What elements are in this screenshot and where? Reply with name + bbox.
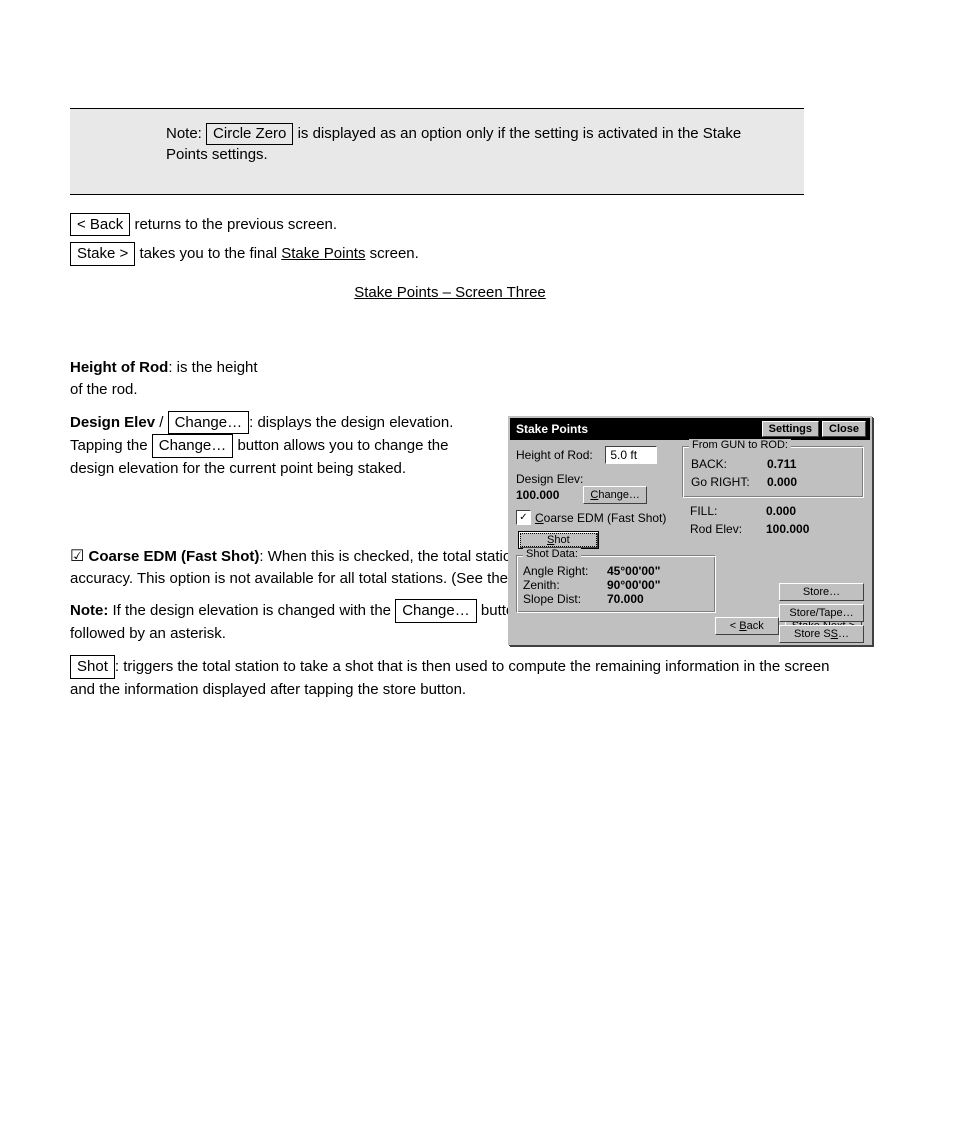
circle-zero-button: Circle Zero — [206, 123, 293, 145]
height-of-rod-input[interactable] — [605, 446, 657, 464]
gr-v: 0.000 — [767, 475, 797, 489]
re-k: Rod Elev: — [690, 522, 766, 536]
change-button-3[interactable]: Change… — [395, 599, 477, 623]
shot-text: Shot: triggers the total station to take… — [70, 655, 830, 701]
sd-label: Slope Dist: — [523, 592, 607, 606]
stake-points-dialog: Stake Points Settings Close Height of Ro… — [508, 416, 872, 645]
back-desc: returns to the previous screen. — [134, 216, 337, 233]
close-button[interactable]: Close — [822, 421, 866, 437]
fill-k: FILL: — [690, 504, 766, 518]
note-text: Note: Circle Zero is displayed as an opt… — [166, 125, 741, 163]
gun-legend: From GUN to ROD: — [689, 439, 791, 451]
back-v: 0.711 — [767, 457, 796, 471]
stake-button[interactable]: Stake > — [70, 242, 135, 266]
change-button-dlg[interactable]: Change… — [583, 486, 647, 504]
change-button-2[interactable]: Change… — [152, 434, 234, 458]
back-button[interactable]: < Back — [70, 213, 130, 237]
store-ss-button[interactable]: Store SS… — [779, 625, 864, 643]
shotdata-legend: Shot Data: — [523, 548, 581, 560]
z-label: Zenith: — [523, 578, 607, 592]
sd-value: 70.000 — [607, 592, 644, 606]
section-title: Stake Points – Screen Three — [70, 284, 830, 301]
de-value: 100.000 — [516, 488, 559, 502]
design-elev-text: Design Elev / Change…: displays the desi… — [70, 411, 475, 480]
settings-button[interactable]: Settings — [762, 421, 819, 437]
coarse-checkbox[interactable]: ✓ — [516, 510, 531, 525]
gr-k: Go RIGHT: — [691, 475, 767, 489]
change-button-1[interactable]: Change… — [168, 411, 250, 435]
re-v: 100.000 — [766, 522, 809, 536]
shot-button-doc[interactable]: Shot — [70, 655, 115, 679]
z-value: 90°00'00" — [607, 578, 660, 592]
note-callout: Note: Circle Zero is displayed as an opt… — [70, 108, 804, 195]
dialog-title: Stake Points — [516, 422, 588, 436]
ar-label: Angle Right: — [523, 564, 607, 578]
dialog-titlebar: Stake Points Settings Close — [510, 418, 870, 440]
coarse-label: Coarse EDM (Fast Shot) — [535, 511, 666, 525]
back-k: BACK: — [691, 457, 767, 471]
shot-button[interactable]: Shot — [518, 531, 599, 549]
ar-value: 45°00'00" — [607, 564, 660, 578]
store-tape-button[interactable]: Store/Tape… — [779, 604, 864, 622]
dlg-back-button[interactable]: < Back — [715, 617, 779, 635]
fill-v: 0.000 — [766, 504, 796, 518]
hor-label: Height of Rod: — [516, 448, 602, 462]
stake-desc: takes you to the final Stake Points scre… — [139, 245, 418, 262]
checkbox-glyph: ☑ — [70, 549, 84, 565]
height-of-rod-text: Height of Rod: is the height of the rod. — [70, 357, 475, 401]
store-button[interactable]: Store… — [779, 583, 864, 601]
